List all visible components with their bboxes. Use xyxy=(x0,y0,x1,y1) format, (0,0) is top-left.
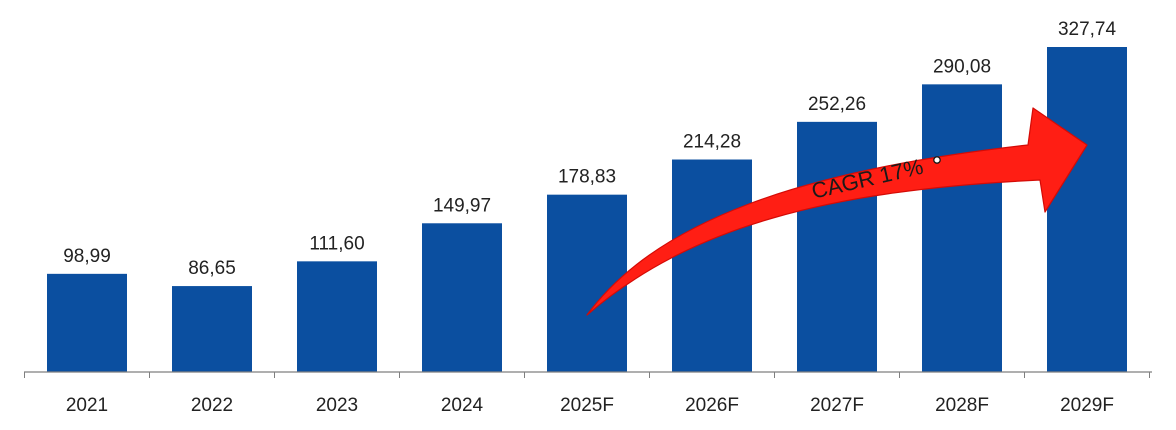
bar-2029F xyxy=(1047,47,1127,372)
x-tick-label-2026F: 2026F xyxy=(685,395,739,416)
data-label-2027F: 252,26 xyxy=(808,94,866,115)
x-tick-label-2023: 2023 xyxy=(316,395,358,416)
bar-2021 xyxy=(47,273,127,372)
x-tick-labels: 2021 2022 2023 2024 2025F 2026F 2027F 2028F 2029… xyxy=(66,395,1114,416)
x-tick-label-2027F: 2027F xyxy=(810,395,864,416)
data-label-2022: 86,65 xyxy=(188,258,236,279)
bar-2028F xyxy=(922,84,1002,372)
bars-layer xyxy=(47,47,1127,372)
bar-2025F xyxy=(547,194,627,372)
x-tick-label-2028F: 2028F xyxy=(935,395,989,416)
data-label-2024: 149,97 xyxy=(433,195,491,216)
data-label-2025F: 178,83 xyxy=(558,167,616,188)
bar-2027F xyxy=(797,121,877,372)
data-label-2029F: 327,74 xyxy=(1058,19,1117,40)
bar-2022 xyxy=(172,286,252,372)
x-axis xyxy=(24,371,1152,378)
x-tick-label-2024: 2024 xyxy=(441,395,484,416)
data-label-2028F: 290,08 xyxy=(933,56,991,77)
value-labels-layer: 98,99 86,65 111,60 149,97 178,83 214,28 252,26… xyxy=(63,19,1116,279)
annotation-dot xyxy=(933,156,941,164)
x-tick-label-2029F: 2029F xyxy=(1060,395,1114,416)
data-label-2023: 111,60 xyxy=(309,233,364,254)
red-growth-arrow-icon xyxy=(586,107,1088,316)
bar-2026F xyxy=(672,159,752,372)
bar-2024 xyxy=(422,223,502,372)
data-label-2021: 98,99 xyxy=(63,246,111,267)
data-label-2026F: 214,28 xyxy=(683,132,741,153)
bar-2023 xyxy=(297,261,377,372)
x-tick-label-2025F: 2025F xyxy=(560,395,614,416)
x-tick-label-2022: 2022 xyxy=(191,395,233,416)
x-tick-label-2021: 2021 xyxy=(66,395,108,416)
